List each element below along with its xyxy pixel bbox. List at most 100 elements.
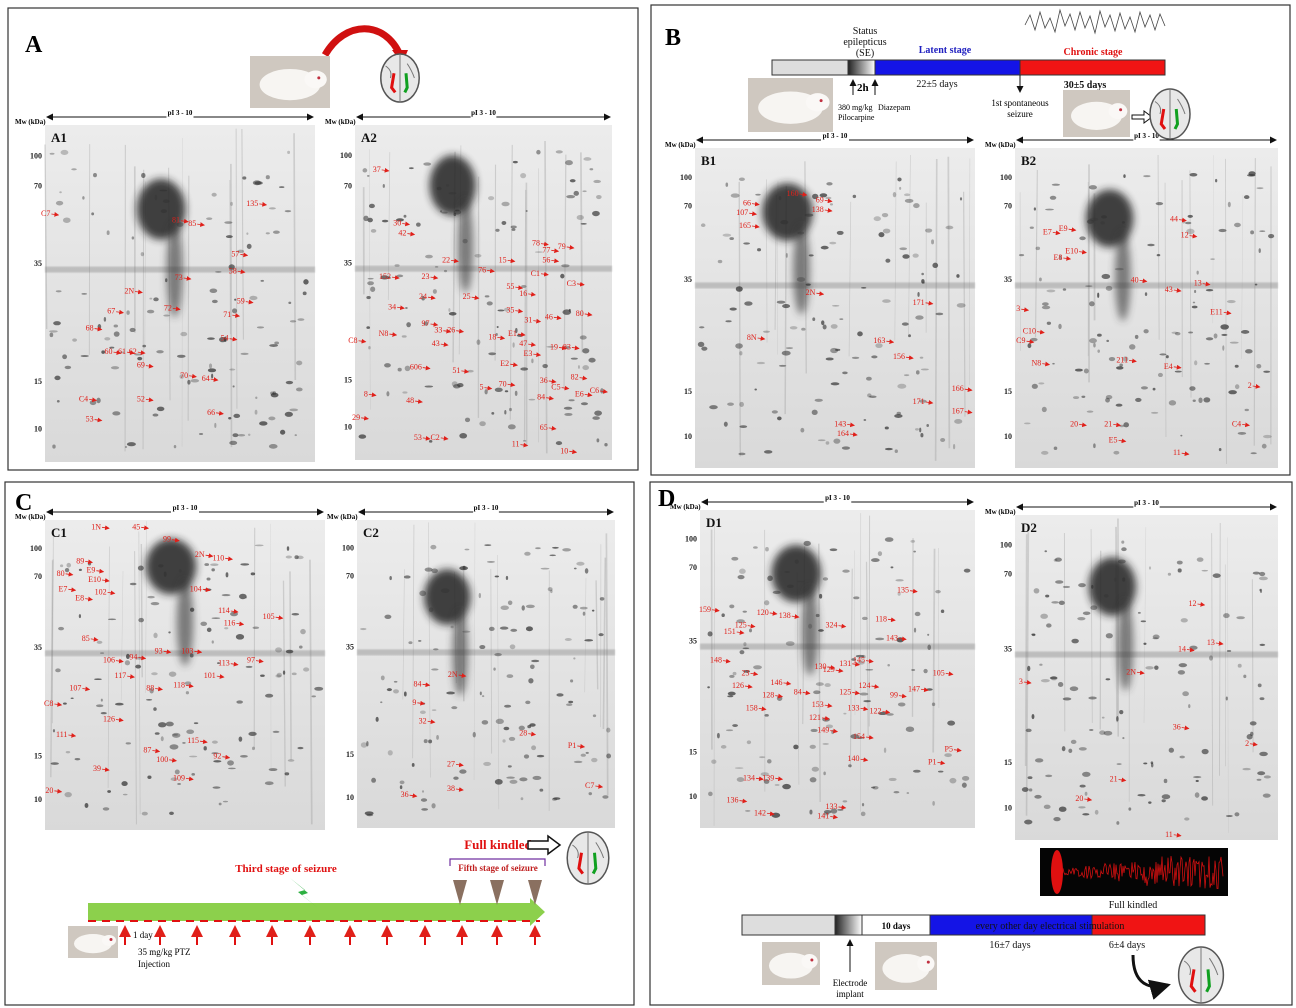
gel-spot	[535, 547, 541, 549]
mw-tick-label: 15	[1004, 758, 1012, 767]
timeline-c: Third stage of seizure Full kindled Fift…	[88, 836, 560, 969]
gel-spot	[594, 410, 602, 415]
gel-spot	[1097, 334, 1102, 337]
gel-spot	[66, 751, 70, 753]
gel-spot	[65, 568, 69, 572]
gel-spot	[726, 183, 729, 187]
gel-spot	[484, 544, 491, 546]
spot-label: 160	[787, 189, 799, 198]
gel-spot	[1188, 215, 1193, 218]
arrow	[528, 836, 560, 854]
gel-spot	[701, 223, 706, 227]
spot-label: 2N	[806, 288, 816, 297]
spot-label: 128	[762, 691, 774, 700]
gel-spot	[285, 412, 293, 417]
gel-spot	[727, 695, 733, 697]
spot-label: 106	[103, 656, 115, 665]
spot-label: 115	[187, 736, 199, 745]
gel-spot	[488, 196, 494, 200]
gel-spot	[583, 612, 586, 616]
gel-spot	[564, 407, 572, 410]
gel-spot	[288, 302, 291, 304]
label: 6±4 days	[1109, 940, 1145, 951]
spot-label: 55	[506, 282, 514, 291]
gel-spot	[482, 720, 489, 724]
gel-spot	[211, 568, 215, 571]
gel-spot	[1119, 710, 1123, 714]
gel-spot	[214, 423, 216, 428]
gel-spot	[487, 561, 495, 563]
gel-background	[357, 520, 615, 828]
rat-photo	[748, 78, 833, 132]
spot-label: 93	[155, 646, 163, 655]
gel-spot	[1051, 676, 1058, 681]
spot-label: 82	[571, 373, 579, 382]
spot-label: 134	[743, 773, 755, 782]
gel-spot	[806, 283, 811, 285]
spot-label: 24	[419, 292, 427, 301]
gel-spot	[1106, 678, 1111, 680]
gel-spot	[520, 173, 526, 178]
spot-label: 60	[105, 347, 113, 356]
gel-spot	[819, 594, 822, 599]
gel-spot	[860, 693, 869, 696]
gel-spot	[869, 396, 877, 398]
gel-spot	[115, 703, 124, 706]
spot-label: 151	[724, 627, 736, 636]
gel-spot	[932, 801, 935, 806]
gel-spot	[1122, 577, 1125, 581]
gel-spot	[194, 722, 198, 724]
spot-label: 26	[447, 326, 455, 335]
gel-spot	[163, 315, 170, 317]
gel-spot	[848, 764, 852, 767]
mw-tick-label: 100	[685, 535, 697, 544]
mw-tick-label: 10	[684, 432, 692, 441]
gel-spot	[767, 576, 773, 581]
spot-label: E8	[1053, 253, 1062, 262]
gel-spot	[606, 728, 610, 733]
gel-spot	[1101, 215, 1107, 218]
gel-spot	[489, 627, 495, 631]
label: Pilocarpine	[838, 113, 875, 122]
spot-label: 39	[93, 764, 101, 773]
gel-spot	[1135, 398, 1141, 402]
gel-spot	[425, 255, 433, 259]
gel-spot	[853, 195, 856, 198]
brain-icon	[567, 832, 609, 884]
rat-head	[1109, 103, 1128, 119]
spot-label: 102	[95, 587, 107, 596]
gel-spot	[842, 371, 848, 374]
gel-spot	[782, 304, 790, 308]
gel-spot	[56, 201, 63, 206]
gel-spot	[483, 762, 491, 766]
gel-spot	[581, 223, 587, 225]
gel-spot	[1075, 369, 1083, 372]
mw-title: Mw (kDa)	[15, 118, 46, 126]
gel-spot	[586, 752, 589, 754]
gel-spot	[255, 410, 258, 415]
gel-blob	[452, 609, 467, 695]
gel-spot	[1052, 184, 1060, 186]
spot-label: 27	[447, 759, 455, 768]
gel-spot	[823, 577, 828, 580]
gel-spot	[597, 438, 600, 442]
gel-spot	[842, 446, 850, 449]
gel-band	[1015, 282, 1278, 288]
spot-label: 2N	[124, 287, 134, 296]
gel: pI 3 - 10Mw (kDa)10070351510D21213142N33…	[985, 499, 1278, 840]
spot-label: 136	[727, 796, 739, 805]
spot-label: P5	[945, 745, 953, 754]
label: Injection	[138, 959, 170, 969]
gel-spot	[296, 388, 303, 392]
spot-label: 70	[180, 371, 188, 380]
gel-spot	[419, 591, 426, 597]
rat-head	[806, 93, 830, 111]
gel-spot	[723, 234, 732, 237]
gel-spot	[504, 705, 511, 708]
gel-spot	[286, 650, 294, 654]
gel-spot	[732, 724, 738, 727]
label: Electrode	[833, 978, 867, 988]
gel-spot	[1256, 364, 1261, 368]
gel-spot	[97, 641, 103, 644]
gel-spot	[548, 587, 553, 591]
